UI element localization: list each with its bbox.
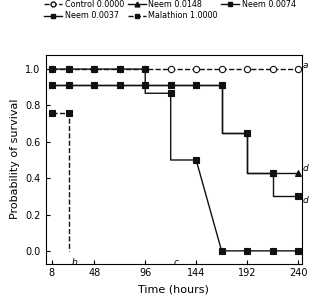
Legend: Control 0.0000, Neem 0.0037, Neem 0.0148, Malathion 1.0000, Neem 0.0074: Control 0.0000, Neem 0.0037, Neem 0.0148…: [45, 0, 296, 20]
X-axis label: Time (hours): Time (hours): [138, 284, 209, 294]
Text: d: d: [302, 164, 308, 173]
Text: d: d: [302, 196, 308, 205]
Y-axis label: Probability of survival: Probability of survival: [10, 99, 20, 219]
Text: c: c: [174, 258, 178, 267]
Text: b: b: [72, 258, 77, 267]
Text: a: a: [302, 61, 308, 70]
